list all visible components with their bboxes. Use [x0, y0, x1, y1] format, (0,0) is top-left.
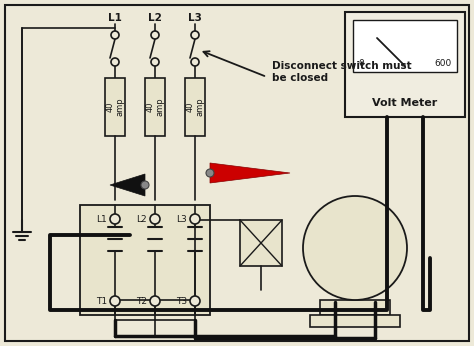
- Bar: [240, 220, 282, 266]
- Text: L1: L1: [96, 215, 107, 224]
- Bar: [310, 315, 400, 327]
- Circle shape: [303, 196, 407, 300]
- Text: 40
amp: 40 amp: [105, 98, 125, 116]
- Text: 0: 0: [358, 60, 364, 69]
- Bar: [145, 78, 165, 136]
- Text: Volt Meter: Volt Meter: [373, 98, 438, 108]
- Bar: [105, 78, 125, 136]
- Circle shape: [150, 296, 160, 306]
- Circle shape: [190, 296, 200, 306]
- Polygon shape: [110, 174, 145, 196]
- Circle shape: [206, 169, 214, 177]
- Text: L3: L3: [188, 13, 202, 23]
- Polygon shape: [210, 163, 290, 183]
- Circle shape: [151, 58, 159, 66]
- Circle shape: [111, 31, 119, 39]
- Bar: [320, 300, 390, 315]
- Circle shape: [191, 58, 199, 66]
- Text: L2: L2: [148, 13, 162, 23]
- Text: T2: T2: [136, 297, 147, 306]
- Circle shape: [111, 58, 119, 66]
- Text: 40
amp: 40 amp: [185, 98, 205, 116]
- Bar: [345, 12, 465, 117]
- Text: L3: L3: [176, 215, 187, 224]
- Text: 40
amp: 40 amp: [146, 98, 164, 116]
- Circle shape: [150, 214, 160, 224]
- Text: 600: 600: [435, 60, 452, 69]
- Circle shape: [190, 214, 200, 224]
- Bar: [80, 205, 210, 315]
- Circle shape: [110, 214, 120, 224]
- Text: T1: T1: [96, 297, 107, 306]
- Bar: [185, 78, 205, 136]
- Circle shape: [141, 181, 149, 189]
- Circle shape: [110, 296, 120, 306]
- Circle shape: [151, 31, 159, 39]
- Bar: [353, 20, 457, 72]
- Text: L1: L1: [108, 13, 122, 23]
- Circle shape: [191, 31, 199, 39]
- Text: L2: L2: [137, 215, 147, 224]
- Text: T3: T3: [176, 297, 187, 306]
- Text: Disconnect switch must
be closed: Disconnect switch must be closed: [272, 61, 411, 83]
